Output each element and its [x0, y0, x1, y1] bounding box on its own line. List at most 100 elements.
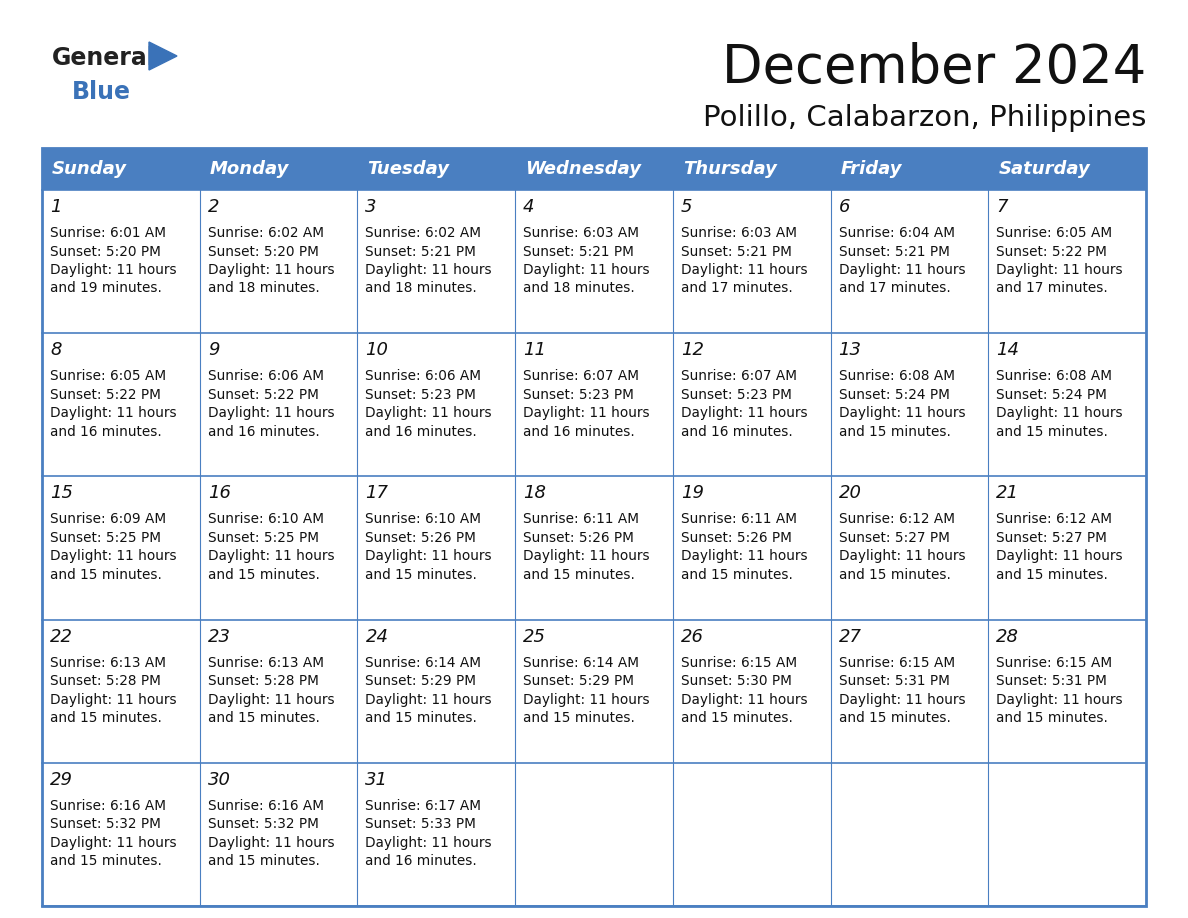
Text: and 16 minutes.: and 16 minutes.	[366, 425, 478, 439]
Text: and 15 minutes.: and 15 minutes.	[366, 711, 478, 725]
Text: Sunset: 5:32 PM: Sunset: 5:32 PM	[50, 817, 160, 832]
Text: 8: 8	[50, 341, 62, 359]
Text: and 15 minutes.: and 15 minutes.	[208, 711, 320, 725]
Text: Sunrise: 6:08 AM: Sunrise: 6:08 AM	[997, 369, 1112, 383]
Text: 22: 22	[50, 628, 72, 645]
Text: 6: 6	[839, 198, 851, 216]
Bar	[358, 476, 516, 620]
Text: Sunset: 5:22 PM: Sunset: 5:22 PM	[208, 387, 318, 402]
Text: Sunset: 5:21 PM: Sunset: 5:21 PM	[839, 244, 949, 259]
Text: Sunrise: 6:08 AM: Sunrise: 6:08 AM	[839, 369, 955, 383]
Bar	[42, 333, 200, 476]
Bar	[672, 190, 830, 333]
Text: 15: 15	[50, 485, 72, 502]
Text: Sunset: 5:23 PM: Sunset: 5:23 PM	[681, 387, 791, 402]
Text: Daylight: 11 hours: Daylight: 11 hours	[366, 406, 492, 420]
Text: 4: 4	[523, 198, 535, 216]
Bar	[672, 763, 830, 906]
Text: Sunrise: 6:13 AM: Sunrise: 6:13 AM	[208, 655, 323, 669]
Text: 2: 2	[208, 198, 220, 216]
Text: Daylight: 11 hours: Daylight: 11 hours	[208, 692, 334, 707]
Text: Sunrise: 6:05 AM: Sunrise: 6:05 AM	[50, 369, 166, 383]
Text: Sunset: 5:30 PM: Sunset: 5:30 PM	[681, 674, 791, 688]
Text: Sunset: 5:32 PM: Sunset: 5:32 PM	[208, 817, 318, 832]
Text: and 19 minutes.: and 19 minutes.	[50, 282, 162, 296]
Text: 12: 12	[681, 341, 703, 359]
Text: Sunrise: 6:14 AM: Sunrise: 6:14 AM	[366, 655, 481, 669]
Text: Daylight: 11 hours: Daylight: 11 hours	[366, 835, 492, 850]
Text: Daylight: 11 hours: Daylight: 11 hours	[523, 692, 650, 707]
Text: Sunrise: 6:14 AM: Sunrise: 6:14 AM	[523, 655, 639, 669]
Bar	[516, 620, 672, 763]
Text: 24: 24	[366, 628, 388, 645]
Bar	[42, 763, 200, 906]
Text: 25: 25	[523, 628, 546, 645]
Text: Daylight: 11 hours: Daylight: 11 hours	[839, 263, 965, 277]
Text: Friday: Friday	[841, 160, 902, 178]
Text: and 15 minutes.: and 15 minutes.	[997, 568, 1108, 582]
Text: and 15 minutes.: and 15 minutes.	[681, 711, 792, 725]
Text: Sunrise: 6:15 AM: Sunrise: 6:15 AM	[839, 655, 955, 669]
Text: 3: 3	[366, 198, 377, 216]
Text: Sunrise: 6:11 AM: Sunrise: 6:11 AM	[681, 512, 797, 526]
Text: 1: 1	[50, 198, 62, 216]
Text: Sunrise: 6:02 AM: Sunrise: 6:02 AM	[366, 226, 481, 240]
Bar	[830, 333, 988, 476]
Text: Sunrise: 6:01 AM: Sunrise: 6:01 AM	[50, 226, 166, 240]
Text: 31: 31	[366, 771, 388, 789]
Text: Sunset: 5:26 PM: Sunset: 5:26 PM	[523, 531, 634, 545]
Text: and 18 minutes.: and 18 minutes.	[208, 282, 320, 296]
Text: 7: 7	[997, 198, 1007, 216]
Text: Daylight: 11 hours: Daylight: 11 hours	[50, 406, 177, 420]
Text: 23: 23	[208, 628, 230, 645]
Text: 10: 10	[366, 341, 388, 359]
Text: Daylight: 11 hours: Daylight: 11 hours	[208, 549, 334, 564]
Text: and 17 minutes.: and 17 minutes.	[997, 282, 1108, 296]
Bar	[200, 476, 358, 620]
Text: 13: 13	[839, 341, 861, 359]
Text: Sunset: 5:27 PM: Sunset: 5:27 PM	[997, 531, 1107, 545]
Text: 20: 20	[839, 485, 861, 502]
Text: and 15 minutes.: and 15 minutes.	[681, 568, 792, 582]
Text: Sunset: 5:23 PM: Sunset: 5:23 PM	[523, 387, 634, 402]
Text: Sunset: 5:20 PM: Sunset: 5:20 PM	[50, 244, 160, 259]
Text: 18: 18	[523, 485, 546, 502]
Bar	[42, 148, 1146, 906]
Text: Sunset: 5:23 PM: Sunset: 5:23 PM	[366, 387, 476, 402]
Text: 9: 9	[208, 341, 220, 359]
Text: and 15 minutes.: and 15 minutes.	[839, 568, 950, 582]
Bar	[988, 476, 1146, 620]
Text: Sunrise: 6:02 AM: Sunrise: 6:02 AM	[208, 226, 323, 240]
Text: Blue: Blue	[72, 80, 131, 104]
Text: Daylight: 11 hours: Daylight: 11 hours	[50, 263, 177, 277]
Text: Sunset: 5:25 PM: Sunset: 5:25 PM	[50, 531, 162, 545]
Text: Daylight: 11 hours: Daylight: 11 hours	[366, 263, 492, 277]
Bar	[200, 763, 358, 906]
Text: Sunrise: 6:09 AM: Sunrise: 6:09 AM	[50, 512, 166, 526]
Text: Daylight: 11 hours: Daylight: 11 hours	[523, 406, 650, 420]
Text: Daylight: 11 hours: Daylight: 11 hours	[366, 692, 492, 707]
Bar	[358, 333, 516, 476]
Text: Sunset: 5:21 PM: Sunset: 5:21 PM	[523, 244, 634, 259]
Text: Sunrise: 6:15 AM: Sunrise: 6:15 AM	[997, 655, 1112, 669]
Text: Polillo, Calabarzon, Philippines: Polillo, Calabarzon, Philippines	[702, 104, 1146, 132]
Text: 11: 11	[523, 341, 546, 359]
Text: Sunset: 5:21 PM: Sunset: 5:21 PM	[681, 244, 791, 259]
Bar	[672, 620, 830, 763]
Bar	[988, 190, 1146, 333]
Bar	[358, 763, 516, 906]
Text: Daylight: 11 hours: Daylight: 11 hours	[839, 692, 965, 707]
Bar	[830, 620, 988, 763]
Text: and 15 minutes.: and 15 minutes.	[523, 568, 636, 582]
Text: 29: 29	[50, 771, 72, 789]
Text: Sunrise: 6:11 AM: Sunrise: 6:11 AM	[523, 512, 639, 526]
Text: Sunrise: 6:06 AM: Sunrise: 6:06 AM	[366, 369, 481, 383]
Text: Sunset: 5:24 PM: Sunset: 5:24 PM	[839, 387, 949, 402]
Text: 19: 19	[681, 485, 703, 502]
Bar	[200, 620, 358, 763]
Text: and 16 minutes.: and 16 minutes.	[523, 425, 634, 439]
Text: Sunset: 5:20 PM: Sunset: 5:20 PM	[208, 244, 318, 259]
Text: Tuesday: Tuesday	[367, 160, 449, 178]
Text: and 18 minutes.: and 18 minutes.	[523, 282, 634, 296]
Text: Wednesday: Wednesday	[525, 160, 642, 178]
